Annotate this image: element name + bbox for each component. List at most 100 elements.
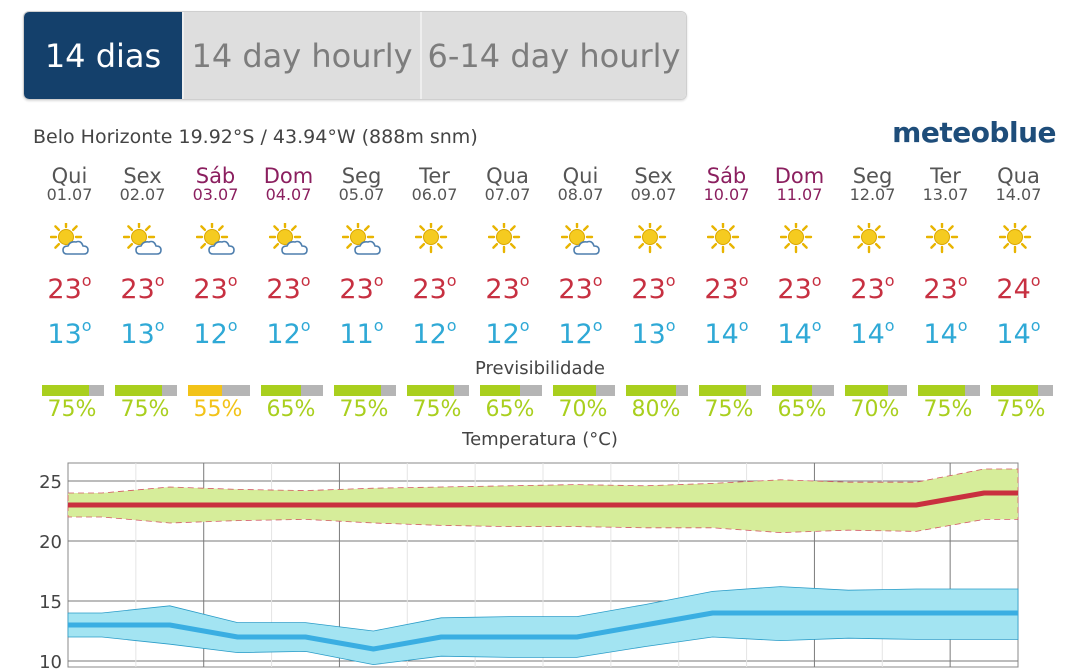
sun-cloud-icon — [544, 223, 617, 257]
predictability-bar — [42, 385, 104, 396]
daily-forecast: Qui 01.07 23o 13o Sex 02.07 23o 13o Sáb 03.07 23o 1… — [33, 165, 1055, 435]
max-temperature: 23o — [558, 271, 603, 305]
day-name: Sex — [123, 164, 162, 188]
data-point — [914, 503, 918, 507]
sun-icon — [909, 223, 982, 257]
data-point — [982, 611, 986, 615]
max-temperature: 23o — [631, 271, 676, 305]
data-point — [304, 635, 307, 639]
max-temperature: 23o — [704, 271, 749, 305]
predictability-bar — [699, 385, 761, 396]
day-column[interactable]: Sex 02.07 23o 13o — [106, 165, 179, 351]
data-point — [439, 503, 443, 507]
day-date: 02.07 — [119, 185, 166, 204]
data-point — [711, 611, 715, 615]
data-point — [643, 623, 647, 627]
predictability-bar — [918, 385, 980, 396]
predictability-value: 70% — [850, 397, 900, 422]
predictability-value: 70% — [558, 397, 608, 422]
predictability-value: 55% — [193, 397, 243, 422]
predictability-value: 80% — [631, 397, 681, 422]
sun-icon — [763, 223, 836, 257]
day-column[interactable]: Qui 01.07 23o 13o — [33, 165, 106, 351]
brand-logo[interactable]: meteoblue — [892, 116, 1056, 149]
day-column[interactable]: Dom 04.07 23o 12o — [252, 165, 325, 351]
day-date: 09.07 — [630, 185, 677, 204]
data-point — [236, 635, 240, 639]
data-point — [914, 611, 918, 615]
sun-cloud-icon — [106, 223, 179, 257]
day-name: Seg — [852, 164, 893, 188]
day-name: Ter — [930, 164, 961, 188]
predictability-value: 75% — [704, 397, 754, 422]
data-point — [846, 611, 850, 615]
day-date: 11.07 — [776, 185, 823, 204]
day-name: Sáb — [195, 164, 236, 188]
day-column[interactable]: Qua 14.07 24o 14o — [982, 165, 1055, 351]
max-temperature: 23o — [850, 271, 895, 305]
predictability-value: 75% — [412, 397, 462, 422]
min-temperature-band — [67, 586, 1019, 666]
predictability-bar — [261, 385, 323, 396]
location-info: Belo Horizonte 19.92°S / 43.94°W (888m s… — [33, 126, 478, 148]
sun-cloud-icon — [179, 223, 252, 257]
tab-6-14-day-hourly[interactable]: 6-14 day hourly — [420, 12, 686, 99]
sun-icon — [690, 223, 763, 257]
day-name: Sex — [634, 164, 673, 188]
day-date: 06.07 — [411, 185, 458, 204]
day-date: 13.07 — [922, 185, 969, 204]
sun-icon — [471, 223, 544, 257]
day-column[interactable]: Seg 12.07 23o 14o — [836, 165, 909, 351]
predictability-bar — [480, 385, 542, 396]
y-tick-label: 10 — [39, 652, 62, 671]
data-point — [982, 491, 986, 495]
day-name: Qui — [562, 164, 599, 188]
day-name: Qui — [51, 164, 88, 188]
min-temperature: 12o — [485, 316, 530, 350]
data-point — [779, 503, 782, 507]
predictability-bar — [407, 385, 469, 396]
predictability-bar — [334, 385, 396, 396]
temperature-chart: 25 20 15 10 — [39, 462, 1019, 671]
data-point — [439, 635, 443, 639]
day-name: Dom — [263, 164, 314, 188]
max-temperature: 23o — [485, 271, 530, 305]
predictability-value: 75% — [996, 397, 1046, 422]
data-point — [575, 503, 579, 507]
day-name: Sáb — [706, 164, 747, 188]
tab-14-dias[interactable]: 14 dias — [24, 12, 182, 99]
sun-cloud-icon — [33, 223, 106, 257]
day-date: 05.07 — [338, 185, 385, 204]
day-name: Ter — [419, 164, 450, 188]
data-point — [575, 635, 579, 639]
day-column[interactable]: Dom 11.07 23o 14o — [763, 165, 836, 351]
day-column[interactable]: Ter 06.07 23o 12o — [398, 165, 471, 351]
day-date: 14.07 — [995, 185, 1042, 204]
max-temperature: 23o — [412, 271, 457, 305]
day-column[interactable]: Sáb 03.07 23o 12o — [179, 165, 252, 351]
sun-icon — [982, 223, 1055, 257]
data-point — [100, 503, 104, 507]
data-point — [236, 503, 240, 507]
day-column[interactable]: Sáb 10.07 23o 14o — [690, 165, 763, 351]
day-column[interactable]: Ter 13.07 23o 14o — [909, 165, 982, 351]
day-date: 10.07 — [703, 185, 750, 204]
day-date: 04.07 — [265, 185, 312, 204]
predictability-value: 75% — [47, 397, 97, 422]
data-point — [779, 611, 782, 615]
max-temperature: 23o — [193, 271, 238, 305]
day-column[interactable]: Seg 05.07 23o 11o — [325, 165, 398, 351]
predictability-value: 65% — [777, 397, 827, 422]
predictability-bar — [188, 385, 250, 396]
data-point — [507, 503, 511, 507]
day-column[interactable]: Qua 07.07 23o 12o — [471, 165, 544, 351]
day-column[interactable]: Sex 09.07 23o 13o — [617, 165, 690, 351]
day-column[interactable]: Qui 08.07 23o 12o — [544, 165, 617, 351]
min-temperature: 12o — [266, 316, 311, 350]
min-temperature: 13o — [47, 316, 92, 350]
data-point — [846, 503, 850, 507]
max-temperature: 24o — [996, 271, 1041, 305]
y-tick-label: 25 — [39, 472, 62, 493]
predictability-bar — [772, 385, 834, 396]
tab-14-day-hourly[interactable]: 14 day hourly — [182, 12, 420, 99]
